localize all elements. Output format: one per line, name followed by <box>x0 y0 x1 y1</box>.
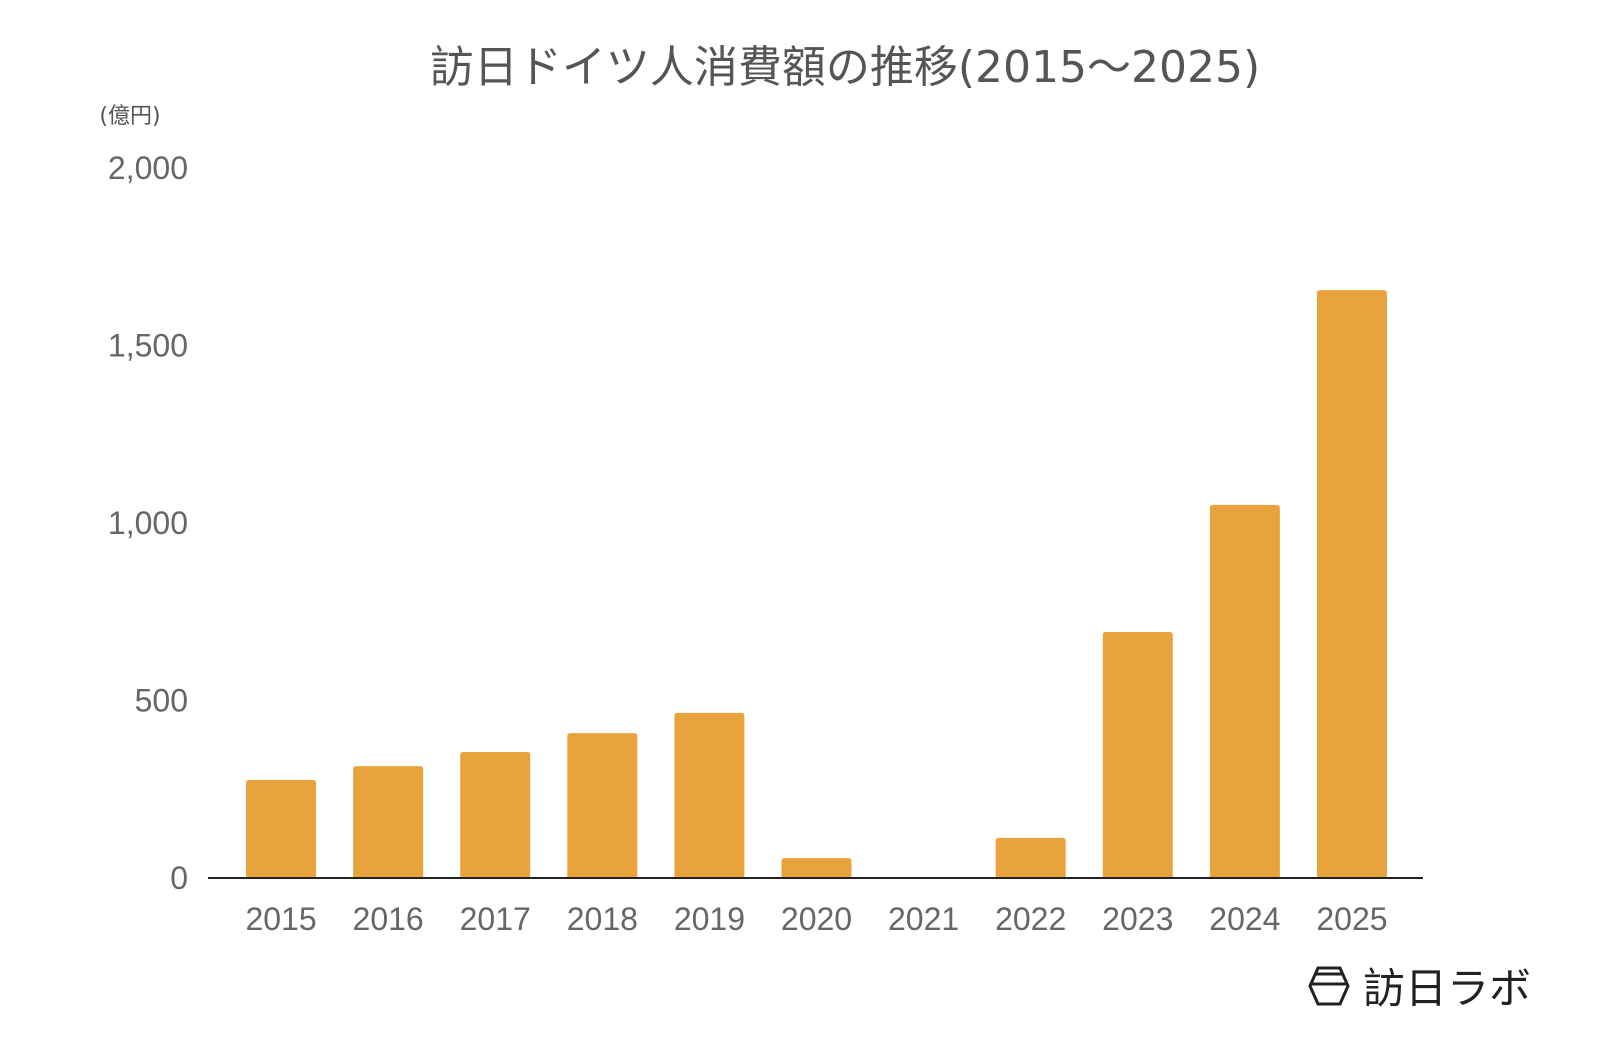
x-tick-label: 2017 <box>460 901 531 937</box>
logo-text: 訪日ラボ <box>1363 964 1531 1013</box>
bar-2025 <box>1316 290 1387 878</box>
bar-2015 <box>246 780 317 878</box>
x-tick-label: 2018 <box>567 901 638 937</box>
bar-2024 <box>1209 504 1280 878</box>
x-tick-label: 2016 <box>353 901 424 937</box>
x-tick-label: 2023 <box>1102 901 1173 937</box>
bar-2020 <box>781 858 852 878</box>
y-tick-label: 500 <box>135 683 188 719</box>
bar-2018 <box>567 733 638 878</box>
bar-2023 <box>1102 631 1173 878</box>
y-tick-label: 0 <box>170 860 188 896</box>
logo: 訪日ラボ <box>1308 964 1531 1013</box>
bar-2022 <box>995 837 1066 878</box>
chart-title: 訪日ドイツ人消費額の推移(2015〜2025) <box>430 42 1260 93</box>
bar-2017 <box>460 751 531 878</box>
x-tick-label: 2021 <box>888 901 959 937</box>
x-tick-label: 2022 <box>995 901 1066 937</box>
y-axis-unit: (億円) <box>99 104 160 129</box>
y-tick-label: 2,000 <box>108 150 188 186</box>
x-tick-label: 2024 <box>1209 901 1280 937</box>
hexagon-logo-icon <box>1308 966 1350 1006</box>
bar-2019 <box>674 712 745 878</box>
x-tick-label: 2015 <box>245 901 316 937</box>
x-tick-label: 2020 <box>781 901 852 937</box>
bar-2016 <box>353 766 424 878</box>
y-tick-label: 1,500 <box>108 328 188 364</box>
x-tick-label: 2019 <box>674 901 745 937</box>
x-tick-label: 2025 <box>1316 901 1387 937</box>
y-tick-label: 1,000 <box>108 505 188 541</box>
